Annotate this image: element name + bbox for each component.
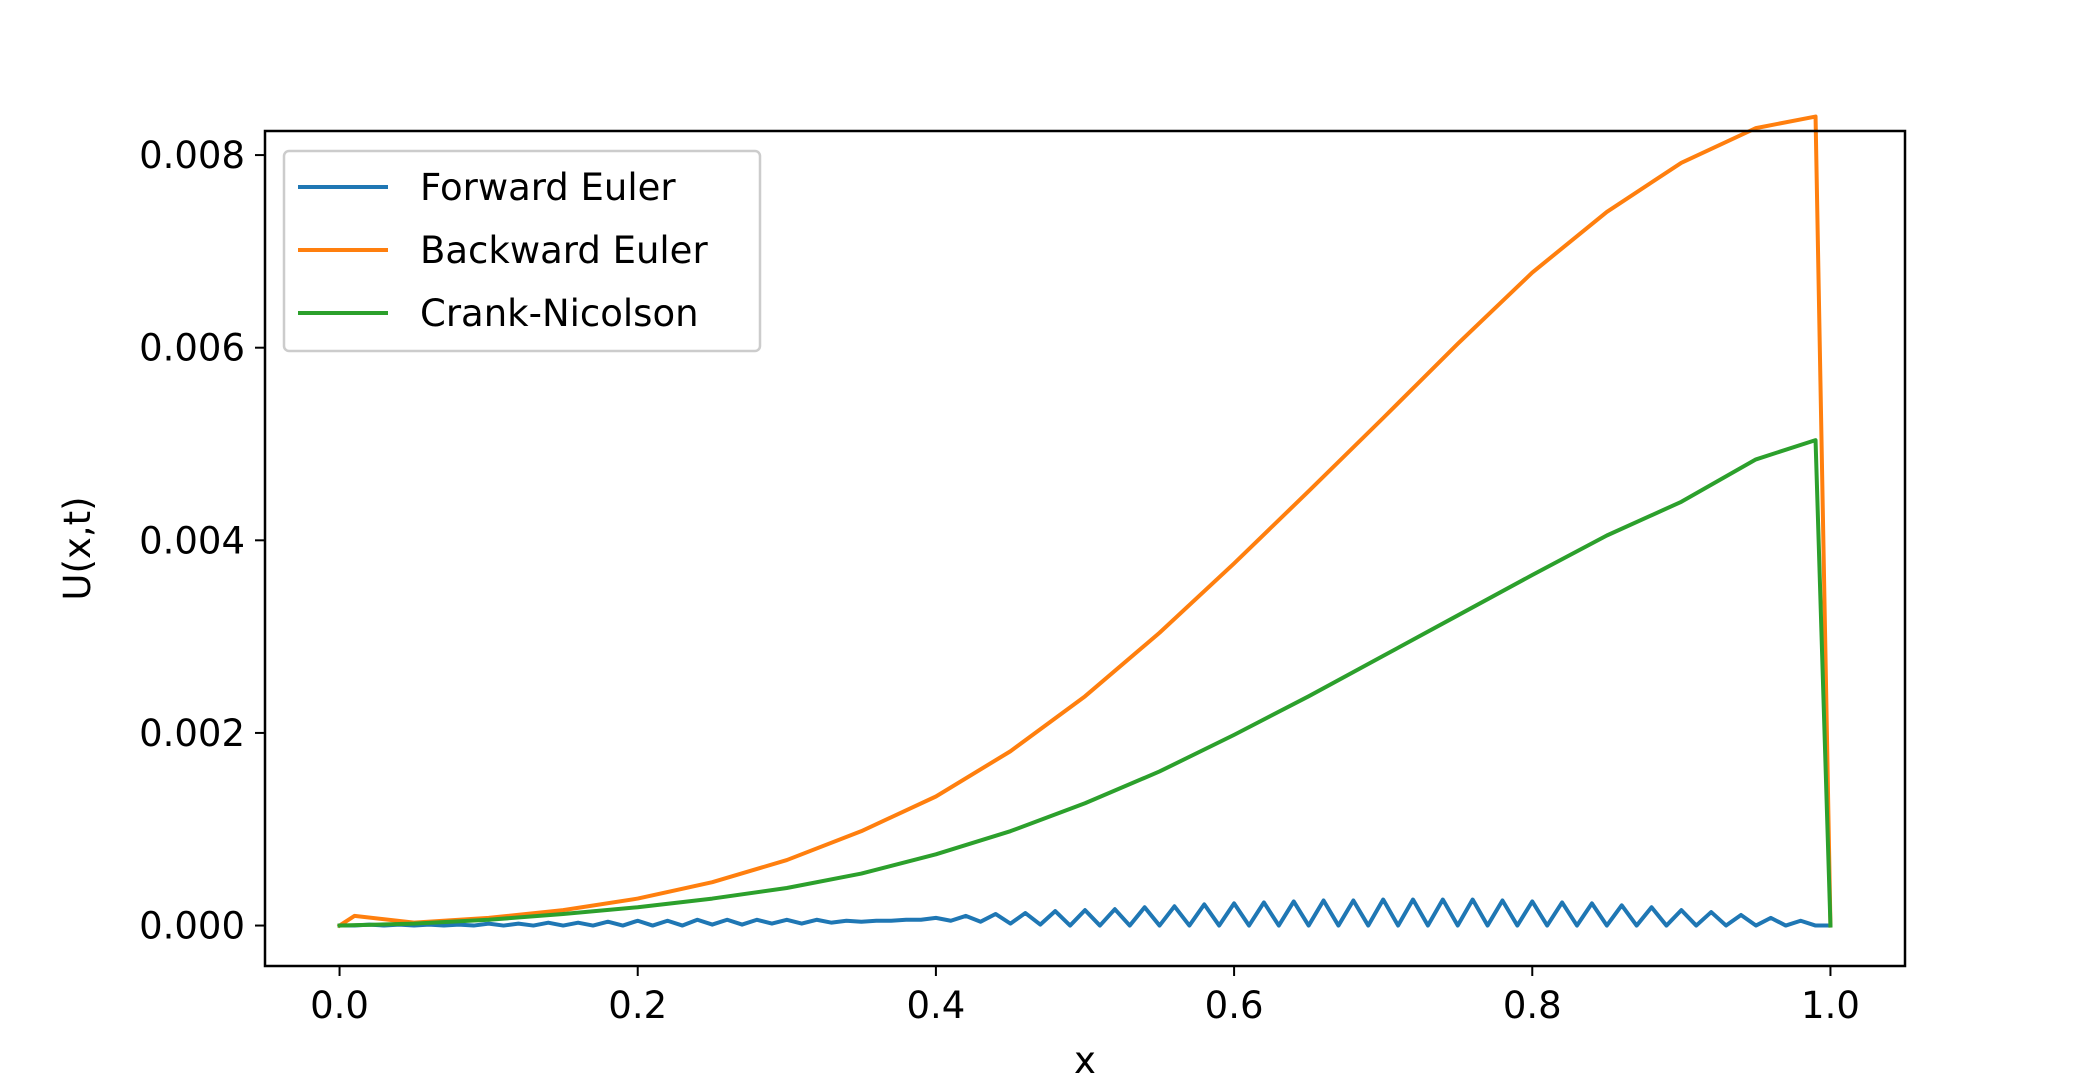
x-tick-label: 0.6 [1205,984,1264,1027]
legend-box [282,149,762,353]
legend-label: Backward Euler [420,229,708,272]
x-tick-label: 0.4 [906,984,965,1027]
y-tick-label: 0.006 [139,327,245,370]
x-tick-label: 0.0 [310,984,369,1027]
y-tick-label: 0.002 [139,712,245,755]
y-tick-label: 0.000 [139,905,245,948]
series-line-backward-euler [336,114,1833,929]
legend-label: Crank-Nicolson [420,292,699,335]
series-line-crank-nicolson [337,438,1833,928]
y-tick-label: 0.004 [139,519,245,562]
x-tick-label: 0.8 [1503,984,1562,1027]
legend: Forward Euler Backward Euler Crank-Nicol… [282,149,762,353]
x-tick-label: 0.2 [608,984,667,1027]
legend-entry-forward-euler: Forward Euler [298,166,676,209]
legend-entry-crank-nicolson: Crank-Nicolson [298,292,699,335]
axes-frame [263,129,1907,968]
x-tick-label: 1.0 [1801,984,1860,1027]
y-tick-label: 0.008 [139,134,245,177]
legend-entry-backward-euler: Backward Euler [298,229,708,272]
x-axis: 0.0 0.2 0.4 0.6 0.8 1.0 [310,966,1860,1027]
x-axis-label: x [1074,1039,1096,1080]
y-axis: 0.000 0.002 0.004 0.006 0.008 [139,134,265,948]
series-layer [336,114,1833,929]
legend-label: Forward Euler [420,166,676,209]
y-axis-label: U(x,t) [56,496,99,600]
series-line-forward-euler [337,897,1833,928]
